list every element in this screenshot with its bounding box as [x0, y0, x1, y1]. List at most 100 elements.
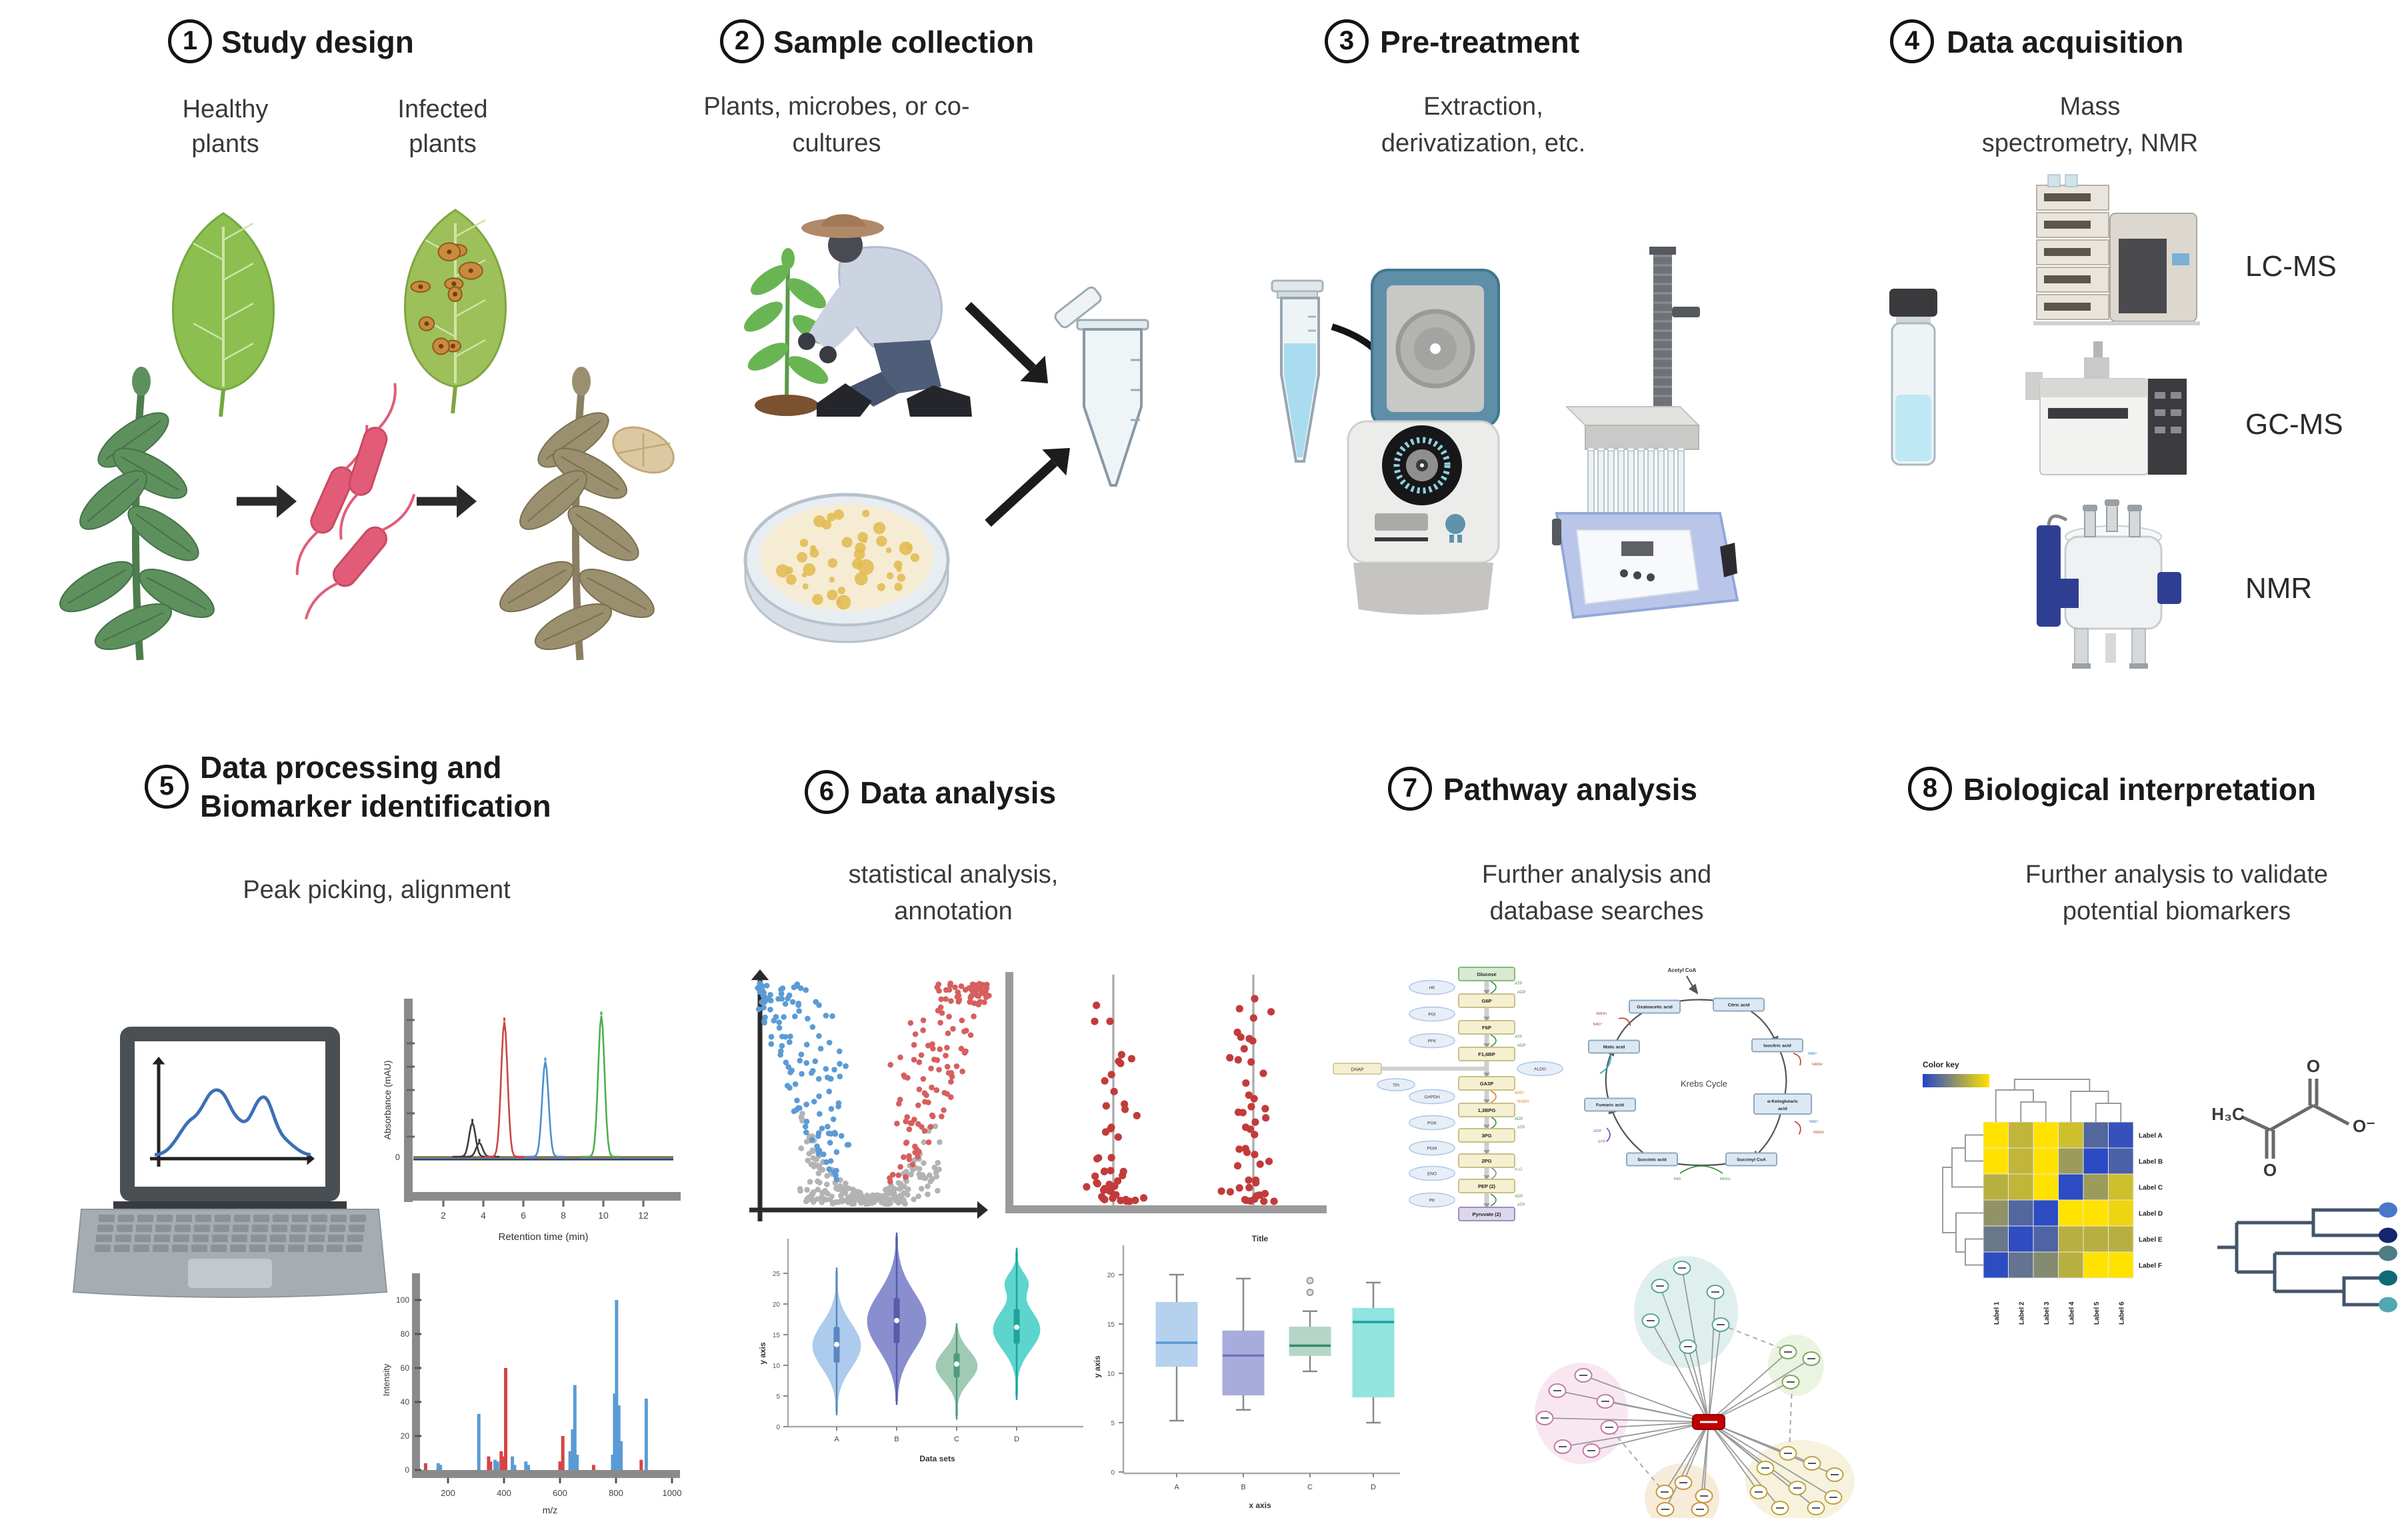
svg-text:NADH: NADH: [1812, 1063, 1823, 1067]
svg-text:Succinic acid: Succinic acid: [1637, 1158, 1666, 1163]
step-3-badge: 3: [1325, 19, 1369, 63]
metabolic-pathway-flowchart: DHAP TPI HK PGI PFK ALDO GAPDH PGK PGM ENO PK ATP AD…: [1333, 967, 1563, 1221]
svg-text:ADP: ADP: [1515, 1195, 1523, 1199]
data-acquisition-illustration: [1889, 174, 2200, 669]
pretreatment-illustration: [1271, 247, 1739, 619]
step-6-badge: 6: [805, 770, 849, 814]
svg-text:Label 5: Label 5: [2093, 1301, 2101, 1325]
step-5-title: Data processing and Biomarker identifica…: [200, 750, 551, 823]
svg-text:200: 200: [441, 1488, 455, 1498]
svg-text:G6P: G6P: [1481, 998, 1491, 1004]
step-2-badge: 2: [720, 19, 764, 63]
svg-text:0: 0: [395, 1152, 400, 1162]
svg-text:4: 4: [481, 1210, 486, 1221]
svg-text:100: 100: [396, 1295, 409, 1305]
svg-text:2PG: 2PG: [1481, 1158, 1491, 1164]
svg-text:Succinyl CoA: Succinyl CoA: [1737, 1158, 1766, 1163]
svg-text:PK: PK: [1429, 1199, 1435, 1203]
svg-text:Color key: Color key: [1923, 1060, 1959, 1069]
svg-text:Label 1: Label 1: [1993, 1301, 2001, 1325]
step-8-title: Biological interpretation: [1963, 772, 2317, 807]
step-5-badge: 5: [145, 765, 189, 809]
svg-text:Isocitric acid: Isocitric acid: [1763, 1044, 1791, 1049]
svg-text:12: 12: [638, 1210, 649, 1221]
svg-text:C: C: [1307, 1483, 1313, 1491]
svg-text:ATP: ATP: [1515, 1035, 1522, 1039]
svg-text:Label 2: Label 2: [2018, 1301, 2025, 1325]
svg-text:D: D: [1014, 1435, 1019, 1443]
svg-text:Title: Title: [1252, 1234, 1269, 1243]
svg-text:10: 10: [773, 1363, 781, 1370]
svg-text:A: A: [1174, 1483, 1179, 1491]
svg-text:ATP: ATP: [1517, 1126, 1525, 1130]
svg-text:GTP: GTP: [1598, 1140, 1606, 1144]
svg-text:5: 5: [776, 1393, 780, 1401]
svg-text:O: O: [2263, 1160, 2277, 1180]
svg-text:Citric acid: Citric acid: [1728, 1003, 1750, 1008]
svg-text:NADH: NADH: [1813, 1131, 1824, 1135]
step-4-subtitle: Mass spectrometry, NMR: [1981, 93, 2199, 157]
step-7-title: Pathway analysis: [1443, 772, 1697, 807]
svg-text:6: 6: [521, 1210, 526, 1221]
svg-text:ENO: ENO: [1427, 1172, 1437, 1177]
svg-text:0: 0: [405, 1465, 409, 1475]
nmr-label: NMR: [2245, 572, 2313, 605]
svg-text:15: 15: [773, 1332, 781, 1339]
svg-text:Label 6: Label 6: [2118, 1301, 2125, 1325]
svg-text:400: 400: [497, 1488, 511, 1498]
svg-text:Data sets: Data sets: [919, 1454, 955, 1463]
svg-text:40: 40: [401, 1397, 410, 1407]
svg-text:Label D: Label D: [2139, 1211, 2163, 1218]
pyruvate-structure: H₃C O O O⁻: [2211, 1056, 2375, 1180]
mass-spectrum-chart: 0 20 40 60 80 100 200 400 600 800 1000 m/z Intensity: [381, 1273, 682, 1515]
svg-text:NAD⁺: NAD⁺: [1808, 1051, 1818, 1056]
svg-text:y axis: y axis: [1093, 1355, 1102, 1378]
volcano-plot: [749, 969, 992, 1221]
study-design-illustration: [59, 209, 675, 661]
metabolite-network-graph: [1535, 1256, 1855, 1518]
infected-plants-label: Infected plants: [397, 95, 488, 158]
svg-text:Krebs Cycle: Krebs Cycle: [1681, 1079, 1727, 1089]
strip-plot: [1005, 972, 1327, 1213]
dendrogram-with-leaves: [2217, 1202, 2397, 1313]
svg-text:O: O: [2307, 1056, 2320, 1076]
svg-text:Acetyl CoA: Acetyl CoA: [1668, 967, 1697, 973]
laptop-icon: [72, 1027, 388, 1298]
svg-text:NADH: NADH: [1517, 1100, 1529, 1104]
svg-text:DHAP: DHAP: [1351, 1068, 1364, 1073]
svg-text:ADP: ADP: [1517, 1044, 1525, 1048]
svg-text:ADP: ADP: [1517, 991, 1525, 995]
gcms-label: GC-MS: [2245, 408, 2343, 441]
step-6-subtitle: statistical analysis, annotation: [848, 861, 1059, 925]
svg-text:Label A: Label A: [2139, 1133, 2163, 1140]
svg-text:x axis: x axis: [1249, 1501, 1271, 1510]
svg-text:8: 8: [561, 1210, 566, 1221]
svg-text:TPI: TPI: [1393, 1083, 1399, 1088]
svg-text:Absorbance (mAU): Absorbance (mAU): [382, 1060, 393, 1139]
svg-text:3PG: 3PG: [1481, 1133, 1491, 1139]
svg-text:0: 0: [1111, 1469, 1115, 1477]
svg-text:F1,6BP: F1,6BP: [1478, 1051, 1495, 1057]
svg-text:2: 2: [441, 1210, 446, 1221]
svg-text:800: 800: [609, 1488, 623, 1498]
svg-text:Label 4: Label 4: [2068, 1301, 2075, 1325]
step-8-badge: 8: [1908, 767, 1952, 811]
svg-text:20: 20: [773, 1301, 781, 1309]
svg-text:NADH: NADH: [1596, 1012, 1607, 1016]
svg-text:GDP: GDP: [1593, 1129, 1601, 1133]
svg-text:HK: HK: [1429, 986, 1435, 991]
svg-text:α-Ketoglutaric: α-Ketoglutaric: [1767, 1099, 1798, 1104]
chromatogram-chart: 0 2 4 6 8 10 12 Retention time (min) Absorbance …: [382, 999, 681, 1243]
svg-text:Pyruvate (2): Pyruvate (2): [1473, 1211, 1501, 1217]
svg-text:Intensity: Intensity: [381, 1363, 391, 1396]
svg-text:1,3BPG: 1,3BPG: [1478, 1107, 1496, 1113]
svg-text:acid: acid: [1778, 1107, 1787, 1111]
svg-text:Fumaric acid: Fumaric acid: [1596, 1103, 1624, 1108]
svg-text:Glucose: Glucose: [1477, 971, 1497, 977]
step-1-badge: 1: [168, 19, 212, 63]
svg-text:15: 15: [1107, 1321, 1115, 1329]
svg-text:1000: 1000: [663, 1488, 682, 1498]
step-6-title: Data analysis: [860, 775, 1057, 810]
svg-text:ATP: ATP: [1517, 1203, 1525, 1207]
